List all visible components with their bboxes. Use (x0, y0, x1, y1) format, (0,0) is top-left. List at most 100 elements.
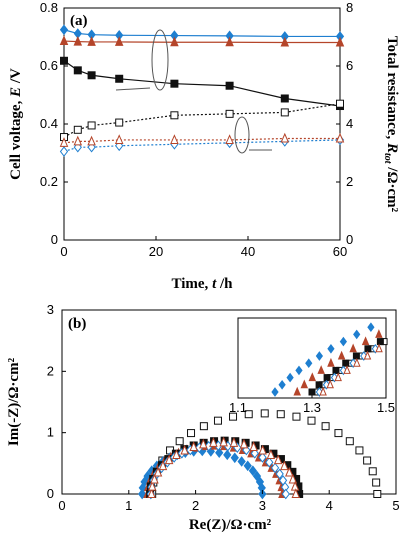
series-a-3-point-3 (115, 118, 124, 127)
series-a-2-point-3 (115, 74, 124, 83)
series-a-4-point-0 (59, 146, 69, 157)
nyquist-1-point-18 (248, 465, 257, 477)
inset-1-point-5 (315, 351, 324, 361)
y-axis-label-b: Im(-Z)/Ω·cm² (6, 357, 22, 446)
series-a-1-point-6 (280, 36, 290, 47)
nyquist-0-point-15 (321, 422, 330, 431)
series-a-2-point-0 (60, 56, 68, 65)
series-a-1-point-5 (225, 36, 234, 47)
nyquist-1-point-17 (243, 460, 252, 472)
y2-tick-label-a: 4 (346, 116, 353, 131)
nyquist-5-point-9 (199, 438, 208, 449)
inset-1-point-9 (367, 322, 375, 333)
nyquist-0-point-18 (355, 446, 364, 455)
inset-2-point-6 (349, 343, 357, 353)
series-a-5-point-5 (225, 134, 234, 144)
panel-b-ticks: 0 1 2 3 4 5 0 1 2 3 (47, 302, 400, 513)
inset: 1.1 1.3 1.5 (229, 317, 395, 415)
inset-1-point-6 (327, 343, 335, 354)
nyquist-5-point-11 (219, 436, 228, 447)
nyquist-0-point-21 (372, 478, 381, 487)
nyquist-1-point-0 (138, 488, 147, 500)
series-a-2-point-5 (225, 81, 234, 90)
series-a-0-point-0 (59, 24, 69, 36)
y2-tick-label-a: 2 (346, 174, 353, 189)
inset-1-point-1 (278, 379, 286, 390)
inset-2-point-7 (361, 336, 370, 346)
inset-1-point-4 (305, 358, 313, 369)
inset-1-point-2 (286, 372, 294, 383)
inset-3-point-4 (342, 359, 350, 367)
nyquist-0-point-7 (199, 422, 208, 431)
left-axis-group-ellipse (151, 29, 169, 91)
series-a-3-point-1 (73, 125, 82, 134)
nyquist-0-point-10 (244, 410, 253, 419)
inset-1-point-7 (339, 336, 348, 347)
nyquist-4-point-18 (270, 462, 280, 474)
right-axis-group-ellipse (234, 116, 250, 154)
x-axis-label-b: Re(Z)/Ω·cm² (189, 517, 272, 533)
nyquist-4-point-15 (250, 448, 259, 459)
inset-3-point-7 (376, 338, 384, 346)
inset-2-point-0 (293, 386, 301, 396)
series-a-5-line (63, 137, 340, 144)
nyquist-5-point-8 (189, 441, 198, 452)
nyquist-5-point-2 (150, 473, 159, 484)
nyquist-5-point-13 (239, 438, 249, 449)
nyquist-5-point-12 (229, 437, 239, 447)
nyquist-5-point-15 (258, 444, 267, 455)
panel-b-label: (b) (68, 316, 86, 332)
nyquist-0-point-8 (213, 416, 222, 425)
inset-5-point-1 (326, 379, 334, 389)
nyquist-0-point-19 (363, 456, 372, 465)
y-tick-label-b: 3 (47, 302, 54, 317)
inset-3-point-6 (364, 345, 372, 353)
y-tick-label-a: 0.2 (40, 174, 58, 189)
series-a-3-point-7 (336, 99, 344, 108)
nyquist-5-point-17 (273, 454, 283, 465)
x-tick-label-a: 0 (60, 244, 67, 259)
nyquist-5-point-6 (172, 449, 181, 459)
nyquist-0-point-11 (260, 409, 269, 418)
nyquist-0-point-16 (334, 429, 343, 438)
y-tick-label-b: 1 (47, 425, 54, 440)
plot-frame-b (61, 309, 397, 495)
inset-5-point-5 (363, 350, 372, 360)
inset-3-point-0 (308, 388, 316, 396)
series-a-5-point-3 (114, 134, 124, 144)
series-a-3-line (63, 103, 341, 138)
inset-3-point-1 (315, 381, 323, 389)
series-a-1-point-0 (59, 35, 69, 46)
x-tick-label-b: 4 (326, 498, 333, 513)
inset-tick-label: 1.3 (303, 400, 321, 415)
y-axis-label-a: Cell voltage, E /V (8, 68, 24, 180)
nyquist-0-point-6 (187, 429, 196, 438)
y-tick-label-b: 0 (47, 486, 54, 501)
inset-5-point-6 (375, 343, 383, 353)
y-tick-label-b: 2 (47, 363, 54, 378)
inset-ticks: 1.1 1.3 1.5 (229, 395, 395, 415)
series-a-3-point-4 (170, 111, 179, 120)
left-axis-arrow (115, 87, 151, 91)
nyquist-1-point-15 (230, 452, 239, 464)
inset-2-point-3 (317, 365, 325, 374)
inset-5-point-4 (353, 357, 361, 367)
y2-axis-label-a: Total resistance, Rtot /Ω·cm² (382, 36, 400, 213)
nyquist-4-point-17 (265, 457, 274, 468)
nyquist-5-point-3 (153, 466, 163, 477)
y2-tick-label-a: 0 (346, 232, 353, 247)
series-a-1-point-3 (114, 36, 124, 46)
inset-1-point-3 (295, 365, 303, 376)
nyquist-0-point-14 (307, 416, 316, 425)
series-a-3-point-6 (280, 108, 289, 117)
x-tick-label-b: 2 (192, 498, 199, 513)
x-tick-label-a: 40 (241, 244, 255, 259)
nyquist-4-point-22 (281, 488, 290, 500)
y-tick-label-a: 0.4 (40, 116, 58, 131)
series-a-5-point-2 (87, 135, 96, 146)
series-a-0-line (63, 29, 340, 38)
nyquist-0-point-17 (345, 437, 354, 446)
